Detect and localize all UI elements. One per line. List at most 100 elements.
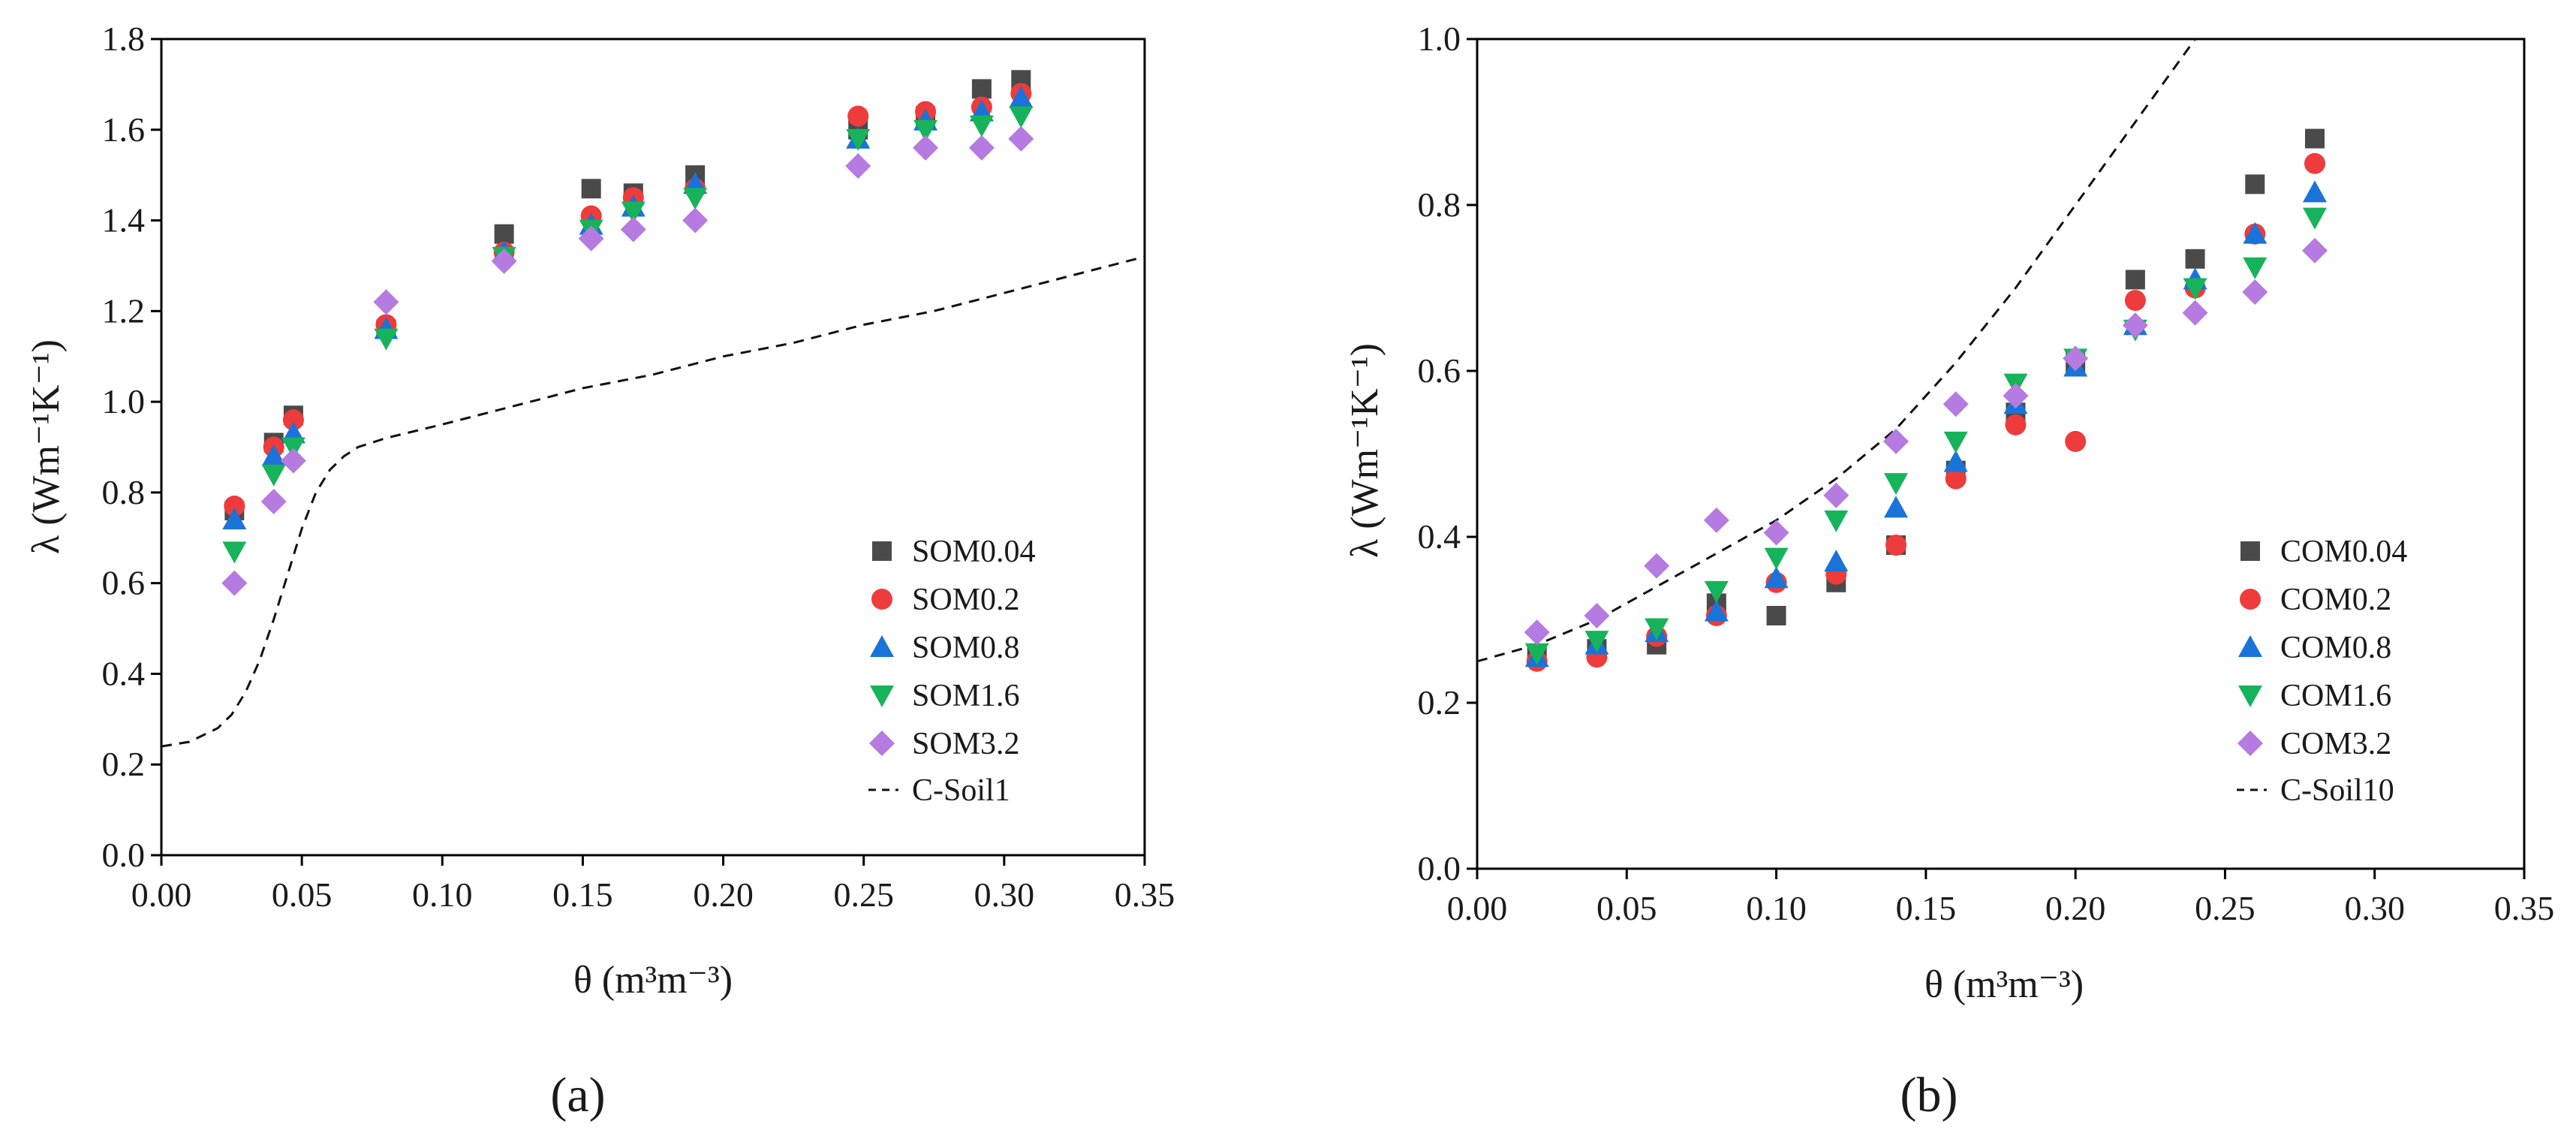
data-points-group bbox=[1524, 128, 2328, 672]
data-point bbox=[261, 464, 286, 487]
legend-marker bbox=[2240, 541, 2260, 561]
data-point bbox=[2065, 430, 2087, 452]
panel-label-b: (b) bbox=[1900, 1068, 1958, 1122]
data-point bbox=[1823, 482, 1849, 508]
y-tick-label: 0.0 bbox=[1418, 849, 1461, 887]
legend-label: COM1.6 bbox=[2280, 679, 2391, 713]
data-point bbox=[1584, 631, 1609, 653]
legend-label: C-Soil1 bbox=[912, 773, 1010, 808]
data-point bbox=[581, 179, 601, 199]
y-tick-label: 0.6 bbox=[1418, 351, 1461, 390]
data-point bbox=[2005, 414, 2027, 435]
series-SOM1.6 bbox=[222, 106, 1034, 564]
data-point bbox=[221, 570, 248, 596]
legend-label: SOM0.2 bbox=[912, 583, 1020, 617]
y-tick-label: 1.0 bbox=[1418, 20, 1461, 58]
data-point bbox=[2183, 278, 2207, 300]
x-axis-title: θ (m³m⁻³) bbox=[573, 959, 733, 1002]
data-point bbox=[2122, 312, 2148, 339]
y-axis-ticks: 0.0 0.2 0.4 0.6 0.8 1.0 1.2 1.4 1.6 1.8 bbox=[102, 20, 161, 874]
y-tick-label: 0.2 bbox=[102, 745, 146, 783]
data-point bbox=[1524, 643, 1549, 665]
data-point bbox=[683, 188, 708, 210]
y-tick-label: 1.0 bbox=[102, 382, 146, 420]
panel-label-a: (a) bbox=[550, 1068, 605, 1122]
series-COM0.04 bbox=[1527, 128, 2325, 667]
x-tick-label: 0.10 bbox=[412, 875, 473, 914]
data-point bbox=[621, 201, 646, 224]
legend-label: COM3.2 bbox=[2280, 727, 2391, 761]
y-tick-label: 1.4 bbox=[102, 201, 146, 240]
data-point bbox=[1704, 580, 1729, 603]
data-point bbox=[1645, 618, 1669, 640]
legend-label: SOM0.04 bbox=[912, 535, 1036, 569]
model-curve-line bbox=[161, 255, 1145, 748]
data-point bbox=[2124, 290, 2146, 312]
series-SOM0.04 bbox=[224, 70, 1031, 521]
series-SOM0.2 bbox=[224, 83, 1032, 517]
data-point bbox=[682, 207, 709, 234]
legend-marker bbox=[2237, 731, 2263, 756]
data-point bbox=[1943, 450, 1968, 472]
data-point bbox=[2303, 207, 2327, 230]
y-tick-label: 0.2 bbox=[1418, 683, 1461, 722]
x-axis-ticks: 0.00 0.05 0.10 0.15 0.20 0.25 0.30 0.35 bbox=[1447, 869, 2554, 927]
data-point bbox=[224, 496, 245, 517]
legend-marker bbox=[870, 635, 894, 657]
legend-marker bbox=[2238, 635, 2262, 657]
x-tick-label: 0.00 bbox=[131, 875, 192, 914]
data-point bbox=[2003, 383, 2029, 409]
data-point bbox=[222, 508, 247, 530]
legend-marker bbox=[870, 686, 894, 707]
data-point bbox=[1883, 428, 1909, 454]
legend-label: COM0.8 bbox=[2280, 631, 2391, 665]
series-COM3.2 bbox=[1524, 237, 2328, 646]
x-tick-label: 0.10 bbox=[1746, 889, 1807, 927]
data-point bbox=[491, 248, 517, 274]
data-point bbox=[1644, 553, 1670, 579]
x-tick-label: 0.00 bbox=[1447, 889, 1508, 927]
legend-label: SOM3.2 bbox=[912, 727, 1020, 761]
data-point bbox=[2182, 300, 2208, 326]
legend: SOM0.04 SOM0.2 SOM0.8 SOM1.6 SOM3.2 C-Soil1 bbox=[868, 535, 1036, 808]
x-axis-ticks: 0.00 0.05 0.10 0.15 0.20 0.25 0.30 0.35 bbox=[131, 855, 1175, 914]
legend-label: C-Soil10 bbox=[2280, 773, 2394, 808]
data-point bbox=[2242, 279, 2268, 306]
x-tick-label: 0.25 bbox=[833, 875, 894, 914]
plot-area-frame bbox=[1476, 38, 2526, 870]
legend: COM0.04 COM0.2 COM0.8 COM1.6 COM3.2 C-Soil10 bbox=[2237, 535, 2407, 808]
x-tick-label: 0.20 bbox=[2045, 889, 2106, 927]
data-point bbox=[1943, 391, 1969, 417]
data-point bbox=[2243, 221, 2268, 244]
data-point bbox=[1009, 86, 1034, 108]
data-point bbox=[1703, 507, 1729, 533]
series-SOM3.2 bbox=[221, 125, 1034, 596]
data-point bbox=[261, 444, 286, 466]
data-point bbox=[578, 225, 604, 252]
data-point bbox=[2245, 174, 2265, 194]
y-axis-ticks: 0.0 0.2 0.4 0.6 0.8 1.0 bbox=[1418, 20, 1477, 887]
data-point bbox=[1824, 550, 1849, 572]
data-point bbox=[280, 447, 306, 474]
legend-marker bbox=[872, 541, 892, 561]
x-axis-title: θ (m³m⁻³) bbox=[1924, 963, 2084, 1006]
legend-marker bbox=[2238, 686, 2262, 707]
data-point bbox=[374, 328, 399, 351]
x-tick-label: 0.15 bbox=[1896, 889, 1957, 927]
y-tick-label: 1.2 bbox=[102, 291, 146, 330]
data-point bbox=[1884, 473, 1908, 496]
x-tick-label: 0.05 bbox=[1596, 889, 1657, 927]
data-point bbox=[1884, 496, 1908, 518]
legend-label: COM0.2 bbox=[2280, 583, 2391, 617]
data-point bbox=[1764, 566, 1789, 589]
data-point bbox=[2063, 345, 2089, 372]
y-tick-label: 0.4 bbox=[1418, 517, 1461, 556]
data-point bbox=[2125, 270, 2145, 290]
data-point bbox=[1763, 520, 1789, 546]
data-point bbox=[2304, 152, 2325, 174]
series-COM0.2 bbox=[1526, 152, 2325, 672]
y-axis-title: λ (Wm⁻¹K⁻¹) bbox=[1344, 343, 1386, 558]
data-point bbox=[2302, 237, 2328, 264]
data-point bbox=[1584, 602, 1610, 628]
legend-marker bbox=[2240, 589, 2261, 610]
